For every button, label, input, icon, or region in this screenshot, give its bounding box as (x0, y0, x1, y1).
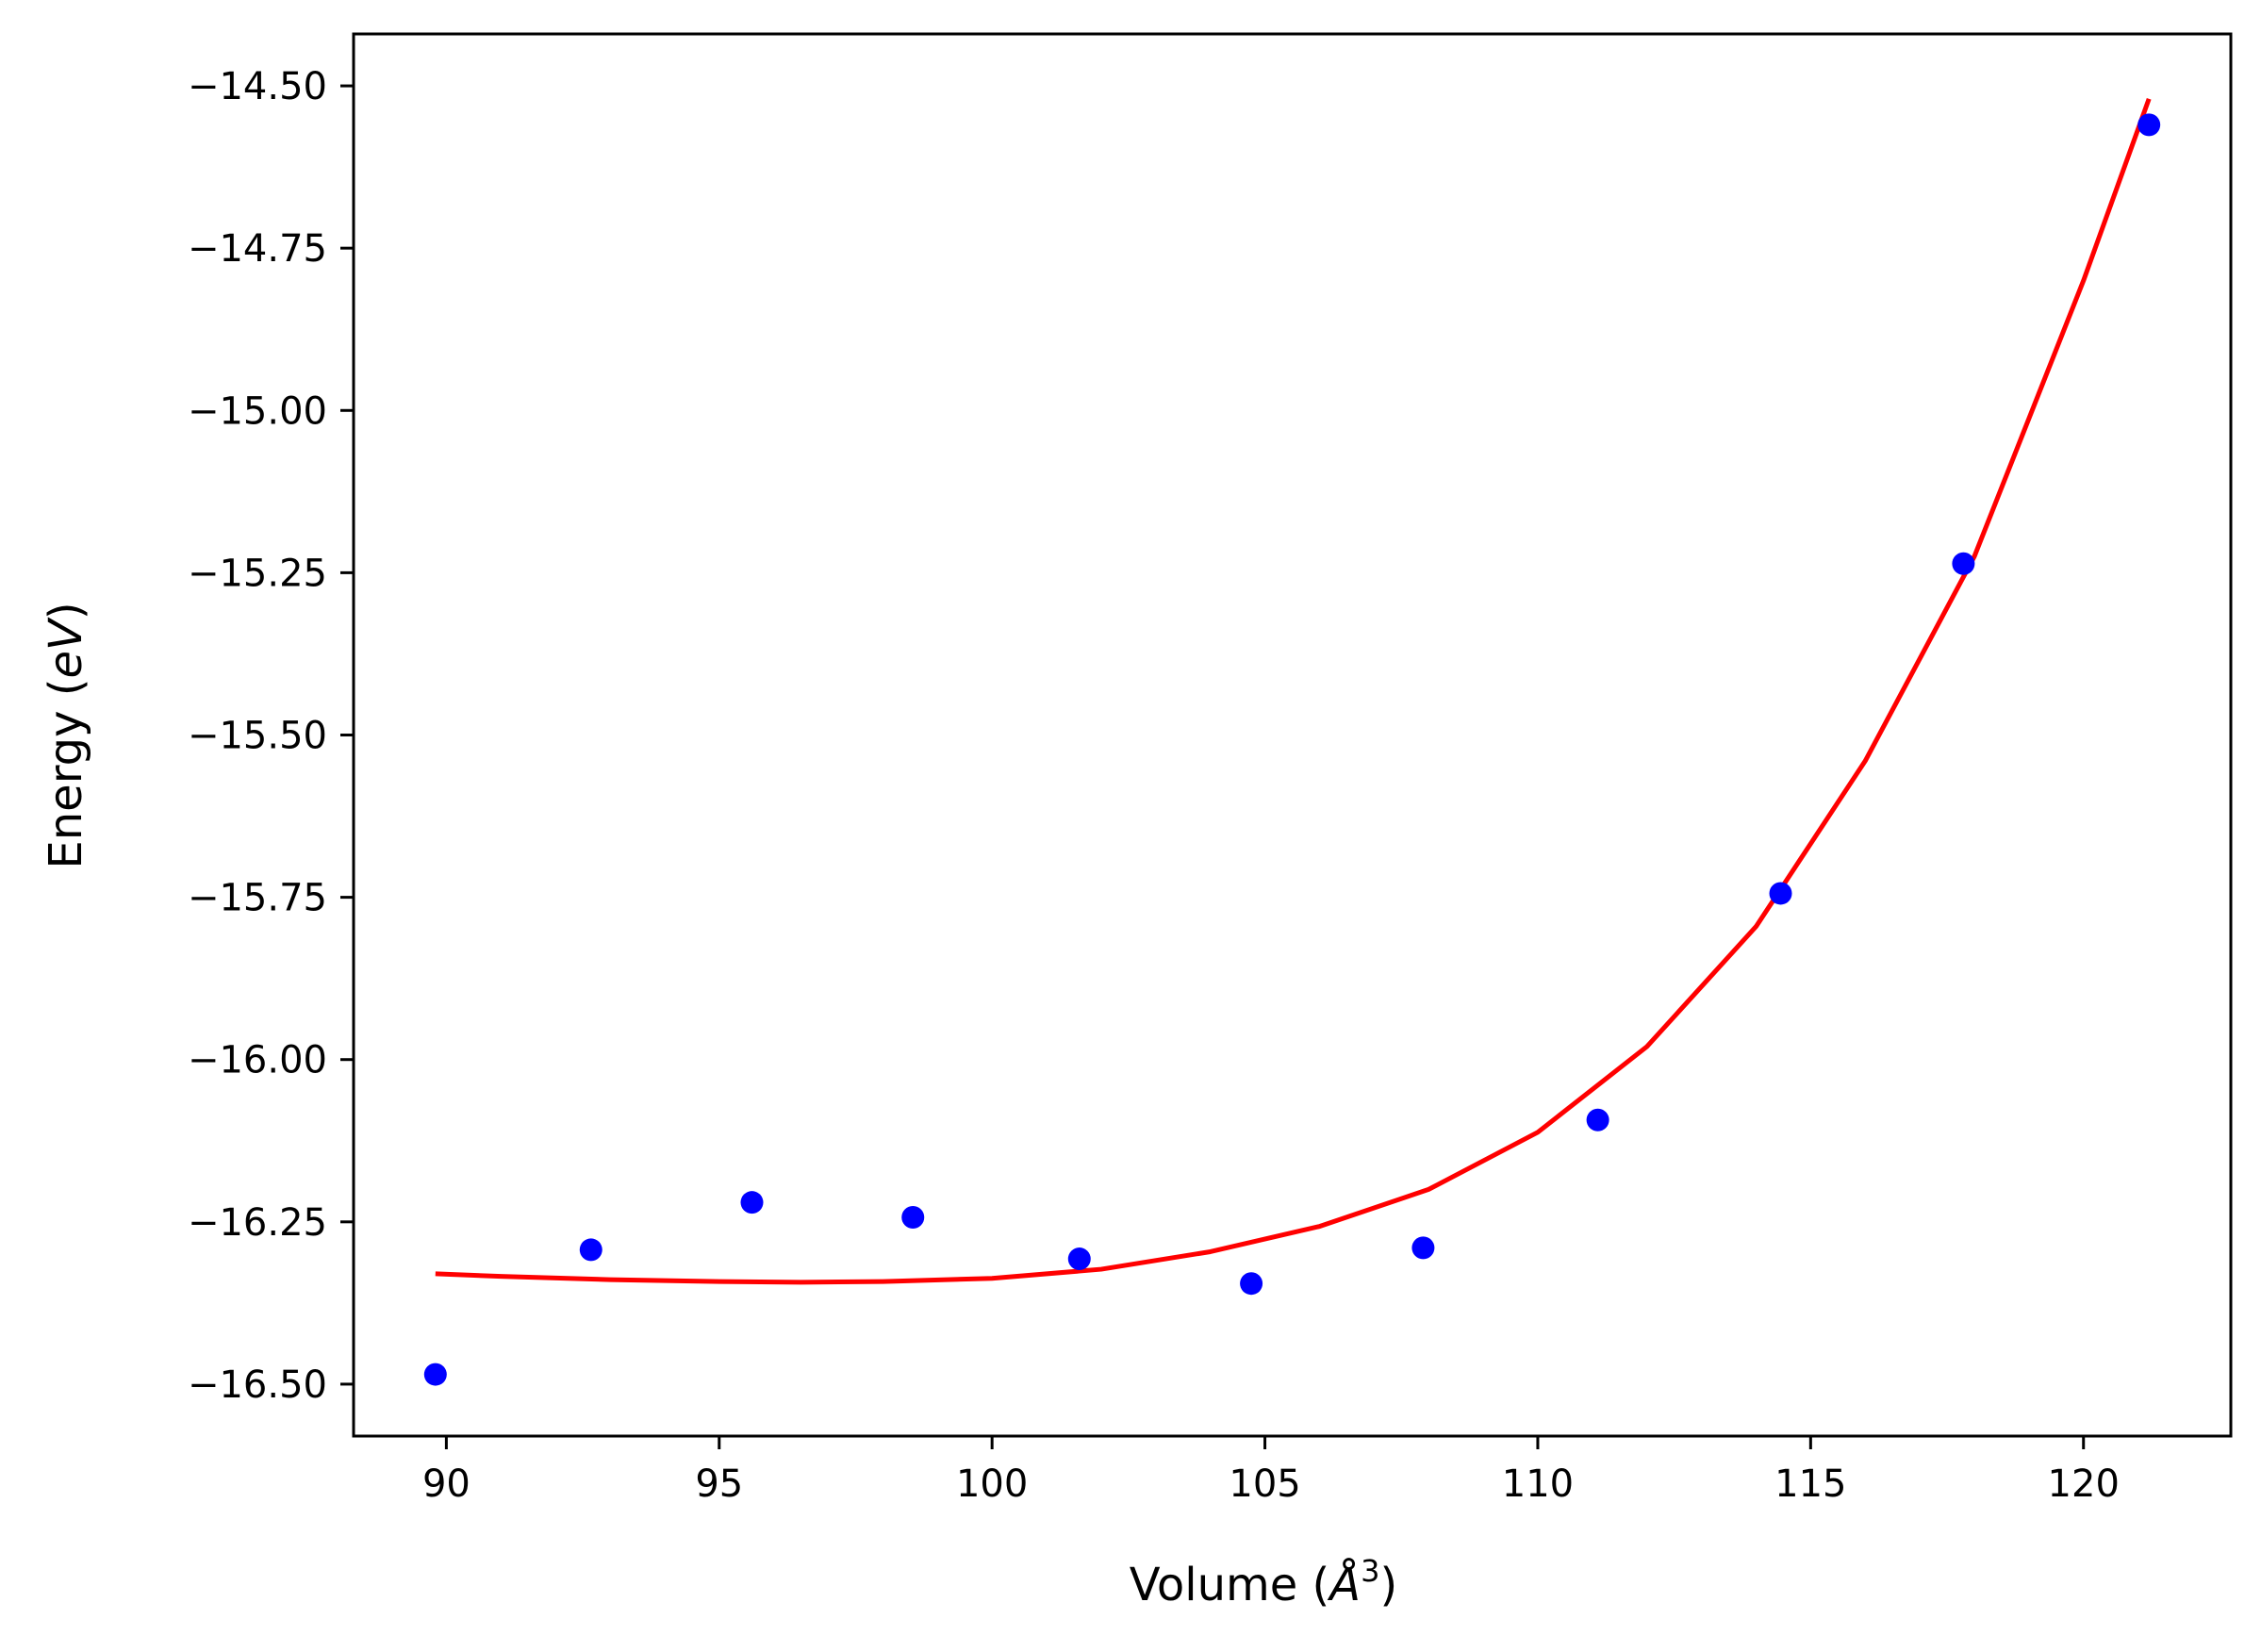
x-tick-label: 120 (2048, 1462, 2120, 1506)
y-tick-label: −16.00 (188, 1039, 327, 1082)
y-axis-ticks: −14.50 −14.75 −15.00 −15.25 −15.50 −15.75 −16.… (188, 65, 354, 1407)
data-point (423, 1363, 447, 1386)
y-tick-label: −14.50 (188, 65, 327, 108)
plot-area (354, 34, 2231, 1436)
data-point (2137, 113, 2161, 137)
y-tick-label: −16.50 (188, 1363, 327, 1407)
data-point (1411, 1236, 1435, 1260)
x-tick-label: 95 (695, 1462, 743, 1506)
y-axis-label-text: Energy ( (40, 679, 92, 869)
x-tick-label: 90 (422, 1462, 470, 1506)
x-tick-label: 115 (1774, 1462, 1846, 1506)
y-axis-label: Energy (eV) (40, 602, 92, 868)
x-axis-label-text: Volume ( (1130, 1559, 1330, 1611)
y-axis-label-symbol: eV (40, 617, 92, 679)
y-tick-label: −15.50 (188, 715, 327, 758)
y-tick-label: −15.75 (188, 877, 327, 920)
data-point (1240, 1272, 1263, 1296)
data-point (901, 1206, 925, 1230)
x-axis-label-symbol: Å (1327, 1558, 1361, 1611)
y-axis-label-close: ) (40, 602, 92, 620)
data-point (740, 1191, 764, 1214)
data-points (423, 113, 2161, 1386)
data-point (1769, 882, 1792, 905)
data-point (1586, 1108, 1609, 1132)
y-tick-label: −14.75 (188, 227, 327, 271)
x-tick-label: 100 (956, 1462, 1028, 1506)
data-point (1952, 552, 1975, 575)
fit-curve (435, 97, 2152, 1285)
axes-background (354, 34, 2231, 1436)
x-axis-label: Volume (Å3) (1130, 1553, 1397, 1611)
x-axis-ticks: 90 95 100 105 110 115 120 (422, 1436, 2120, 1506)
y-tick-label: −16.25 (188, 1201, 327, 1245)
data-point (579, 1238, 602, 1262)
x-axis-label-close: ) (1379, 1559, 1397, 1611)
y-tick-label: −15.00 (188, 389, 327, 433)
x-tick-label: 110 (1502, 1462, 1574, 1506)
y-tick-label: −15.25 (188, 552, 327, 595)
x-axis-label-exponent: 3 (1361, 1553, 1379, 1589)
x-tick-label: 105 (1229, 1462, 1300, 1506)
data-point (1067, 1247, 1091, 1271)
